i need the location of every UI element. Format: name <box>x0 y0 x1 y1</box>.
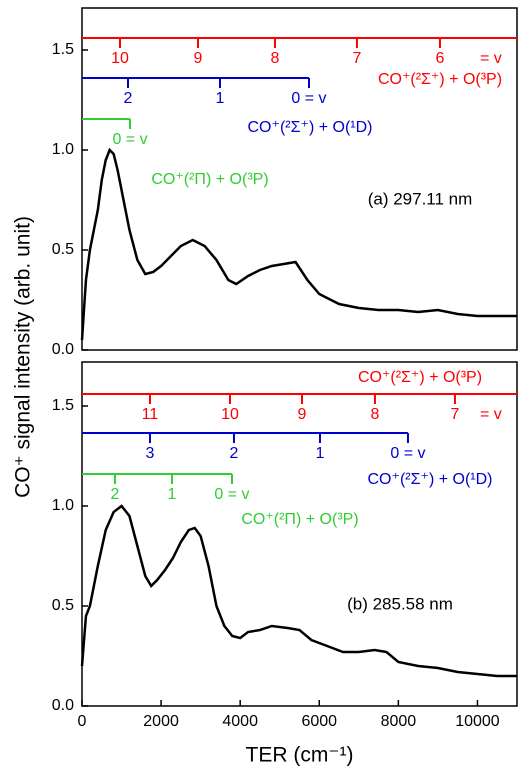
y-axis-title: CO⁺ signal intensity (arb. unit) <box>12 216 35 498</box>
y-tick-label: 1.5 <box>52 397 74 414</box>
y-tick-label: 0.0 <box>52 341 74 358</box>
y-tick-label: 1.0 <box>52 141 74 158</box>
progression-tick-label: 3 <box>146 445 155 462</box>
x-tick-label: 4000 <box>222 713 258 730</box>
progression-tick-label: 10 <box>221 406 239 423</box>
progression-tick-label: 10 <box>111 50 129 67</box>
progression-tick-label: 1 <box>316 445 325 462</box>
progression-tick-label: 0 = v <box>291 90 326 107</box>
progression-name: CO⁺(²Σ⁺) + O(¹D) <box>368 471 493 488</box>
data-line <box>80 147 517 341</box>
x-tick-label: 6000 <box>301 713 337 730</box>
progression-name: CO⁺(²Σ⁺) + O(³P) <box>378 71 502 88</box>
y-tick-label: 1.0 <box>52 497 74 514</box>
x-axis-title: TER (cm⁻¹) <box>246 744 354 767</box>
progression-name: CO⁺(²Σ⁺) + O(³P) <box>358 369 482 386</box>
y-tick-label: 1.5 <box>52 41 74 58</box>
progression-tick-label: 6 <box>436 50 445 67</box>
progression-tick-label: 0 = v <box>214 486 249 503</box>
progression-tick-label: 8 <box>370 406 379 423</box>
progression-tick-label: 2 <box>124 90 133 107</box>
progression-tick-label: 9 <box>194 50 203 67</box>
progression-tick-label: 8 <box>271 50 280 67</box>
x-tick-label: 10000 <box>455 713 500 730</box>
progression-tick-label: 9 <box>298 406 307 423</box>
progression-tick-label: 7 <box>451 406 460 423</box>
y-tick-label: 0.5 <box>52 241 74 258</box>
progression-tick-label: 11 <box>142 406 159 423</box>
x-tick-label: 2000 <box>143 713 179 730</box>
progression-name: CO⁺(²Π) + O(³P) <box>151 171 268 188</box>
plot-frame <box>81 361 518 707</box>
progression-suffix: = v <box>480 50 502 67</box>
x-tick-label: 8000 <box>381 713 417 730</box>
progression-tick-label: 0 = v <box>390 445 425 462</box>
progression-tick-label: 1 <box>168 486 177 503</box>
data-line <box>80 504 517 678</box>
y-tick-label: 0.0 <box>52 697 74 714</box>
y-tick-label: 0.5 <box>52 597 74 614</box>
progression-tick-label: 7 <box>353 50 362 67</box>
plot-frame <box>81 7 518 351</box>
x-tick-label: 0 <box>78 713 87 730</box>
progression-tick-label: 2 <box>230 445 239 462</box>
progression-suffix: = v <box>480 406 502 423</box>
progression-name: CO⁺(²Π) + O(³P) <box>241 511 358 528</box>
progression-tick-label: 1 <box>216 90 225 107</box>
progression-tick-label: 0 = v <box>112 131 147 148</box>
progression-tick-label: 2 <box>111 486 120 503</box>
panel-annotation: (a) 297.11 nm <box>368 189 473 208</box>
panel-annotation: (b) 285.58 nm <box>347 594 453 613</box>
progression-name: CO⁺(²Σ⁺) + O(¹D) <box>248 119 373 136</box>
